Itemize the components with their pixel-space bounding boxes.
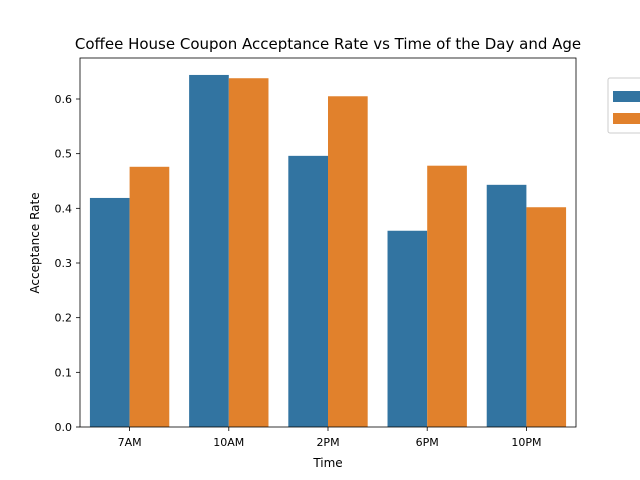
legend-swatch-series-1 <box>613 91 640 102</box>
legend-box <box>607 77 640 134</box>
chart-title: Coffee House Coupon Acceptance Rate vs T… <box>75 35 581 53</box>
bar-2pm-series-1 <box>288 155 328 427</box>
y-tick-label: 0.1 <box>55 366 73 379</box>
bar-2pm-series-2 <box>328 96 368 428</box>
y-axis-label: Acceptance Rate <box>28 192 42 293</box>
x-tick-label: 7AM <box>118 436 142 449</box>
x-tick-label: 2PM <box>316 436 339 449</box>
y-tick-label: 0.0 <box>55 421 73 434</box>
bar-10pm-series-1 <box>486 184 527 427</box>
x-tick-label: 10AM <box>213 436 244 449</box>
bar-10am-series-2 <box>228 78 269 427</box>
legend <box>607 77 640 134</box>
x-axis-label: Time <box>312 456 342 470</box>
bar-10am-series-1 <box>189 74 229 428</box>
bar-6pm-series-2 <box>427 165 467 427</box>
bar-6pm-series-1 <box>387 230 428 427</box>
bar-10pm-series-2 <box>526 207 567 427</box>
y-tick-label: 0.5 <box>55 148 73 161</box>
y-tick-label: 0.4 <box>55 202 73 215</box>
y-tick-label: 0.6 <box>55 93 73 106</box>
x-tick-label: 6PM <box>416 436 439 449</box>
bars-group <box>89 74 567 428</box>
y-axis: 0.0 0.1 0.2 0.3 0.4 0.5 0.6 <box>55 93 80 434</box>
y-tick-label: 0.3 <box>55 257 73 270</box>
plot-frame <box>79 57 577 428</box>
bar-7am-series-2 <box>129 166 170 427</box>
x-axis: 7AM 10AM 2PM 6PM 10PM <box>118 427 541 449</box>
x-tick-label: 10PM <box>511 436 541 449</box>
legend-swatch-series-2 <box>613 113 640 124</box>
y-tick-label: 0.2 <box>55 312 73 325</box>
bar-7am-series-1 <box>89 197 130 427</box>
